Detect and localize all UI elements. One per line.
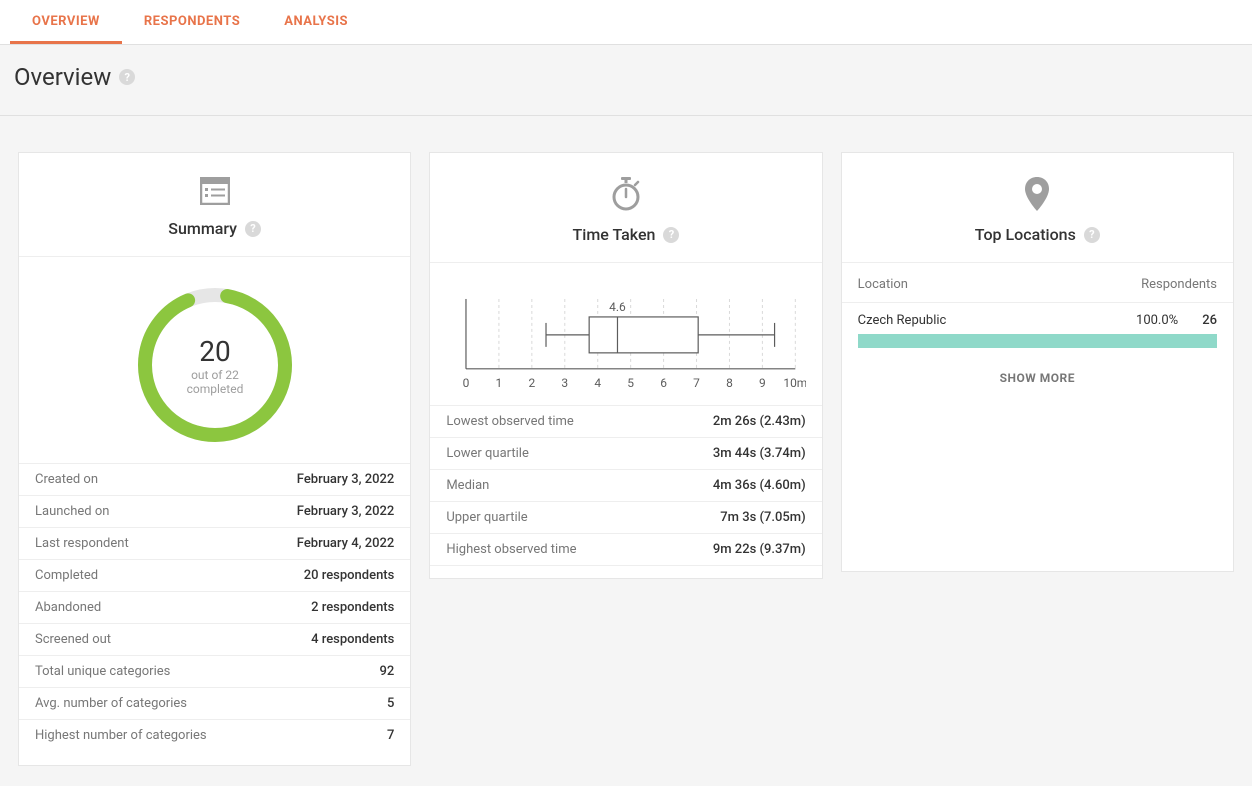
time-row: Upper quartile 7m 3s (7.05m)	[430, 502, 821, 534]
location-name: Czech Republic	[858, 313, 947, 328]
summary-row-label: Created on	[35, 472, 98, 487]
locations-header: Top Locations ?	[842, 153, 1233, 263]
page-title-row: Overview ?	[0, 45, 1252, 116]
boxplot-tick-label: 10m	[784, 376, 806, 390]
locations-columns: Location Respondents	[842, 263, 1233, 303]
summary-row-value: 5	[387, 696, 394, 711]
boxplot-wrap: 0 1 2 3 4 5 6 7 8 9 10m 4.6	[430, 263, 821, 405]
location-bar	[858, 334, 1217, 348]
summary-row: Last respondent February 4, 2022	[19, 528, 410, 560]
summary-row: Total unique categories 92	[19, 656, 410, 688]
boxplot-tick-label: 6	[661, 376, 668, 390]
summary-row-label: Screened out	[35, 632, 111, 647]
summary-card-header: Summary ?	[19, 153, 410, 257]
tab-analysis[interactable]: ANALYSIS	[262, 0, 370, 44]
time-row: Lowest observed time 2m 26s (2.43m)	[430, 405, 821, 438]
time-row-value: 2m 26s (2.43m)	[713, 414, 806, 429]
boxplot-median-label: 4.6	[610, 300, 627, 314]
stopwatch-icon	[611, 177, 641, 215]
summary-row-value: February 3, 2022	[297, 504, 395, 519]
donut-number: 20	[199, 335, 230, 368]
summary-row-label: Last respondent	[35, 536, 129, 551]
time-row-label: Lowest observed time	[446, 414, 573, 429]
summary-row-label: Highest number of categories	[35, 728, 207, 743]
summary-row-label: Abandoned	[35, 600, 101, 615]
boxplot-tick-label: 0	[463, 376, 470, 390]
col-location: Location	[858, 277, 908, 292]
tab-overview[interactable]: OVERVIEW	[10, 0, 122, 44]
summary-row-value: 20 respondents	[304, 568, 395, 583]
pin-icon	[1025, 177, 1049, 215]
summary-row-value: February 4, 2022	[297, 536, 395, 551]
time-row-value: 7m 3s (7.05m)	[720, 510, 805, 525]
boxplot-tick-label: 4	[595, 376, 602, 390]
time-row-label: Median	[446, 478, 489, 493]
time-taken-title: Time Taken	[573, 225, 656, 244]
locations-card: Top Locations ? Location Respondents Cze…	[841, 152, 1234, 572]
location-row: Czech Republic 100.0% 26	[842, 303, 1233, 348]
tab-respondents[interactable]: RESPONDENTS	[122, 0, 262, 44]
summary-row: Created on February 3, 2022	[19, 464, 410, 496]
time-row-label: Highest observed time	[446, 542, 576, 557]
time-row: Lower quartile 3m 44s (3.74m)	[430, 438, 821, 470]
location-percent: 100.0%	[1136, 313, 1178, 328]
summary-card: Summary ? 20out of 22completed Created o…	[18, 152, 411, 766]
locations-rows: Czech Republic 100.0% 26	[842, 303, 1233, 348]
boxplot-tick-label: 3	[562, 376, 569, 390]
help-icon[interactable]: ?	[1084, 227, 1100, 243]
cards-row: Summary ? 20out of 22completed Created o…	[0, 116, 1252, 786]
time-rows: Lowest observed time 2m 26s (2.43m) Lower …	[430, 405, 821, 578]
donut-chart: 20out of 22completed	[135, 285, 295, 445]
boxplot-tick-label: 7	[693, 376, 700, 390]
summary-row-value: 2 respondents	[311, 600, 394, 615]
time-row: Highest observed time 9m 22s (9.37m)	[430, 534, 821, 566]
summary-row: Launched on February 3, 2022	[19, 496, 410, 528]
summary-title: Summary	[168, 219, 237, 238]
boxplot-tick-label: 1	[496, 376, 503, 390]
tabs-bar: OVERVIEW RESPONDENTS ANALYSIS	[0, 0, 1252, 45]
summary-row-label: Completed	[35, 568, 98, 583]
summary-row: Completed 20 respondents	[19, 560, 410, 592]
locations-title: Top Locations	[975, 225, 1076, 244]
time-taken-header: Time Taken ?	[430, 153, 821, 263]
summary-row-value: February 3, 2022	[297, 472, 395, 487]
col-respondents: Respondents	[1141, 277, 1217, 292]
summary-row: Screened out 4 respondents	[19, 624, 410, 656]
summary-row-label: Launched on	[35, 504, 109, 519]
show-more-button[interactable]: SHOW MORE	[1000, 371, 1075, 385]
summary-row-label: Total unique categories	[35, 664, 170, 679]
help-icon[interactable]: ?	[119, 69, 135, 85]
time-row-value: 3m 44s (3.74m)	[713, 446, 806, 461]
summary-row: Avg. number of categories 5	[19, 688, 410, 720]
summary-row: Highest number of categories 7	[19, 720, 410, 751]
boxplot-chart: 0 1 2 3 4 5 6 7 8 9 10m 4.6	[446, 281, 805, 401]
time-row-label: Lower quartile	[446, 446, 529, 461]
time-row-value: 9m 22s (9.37m)	[713, 542, 806, 557]
summary-rows: Created on February 3, 2022 Launched on Feb…	[19, 463, 410, 765]
list-icon	[200, 177, 230, 209]
boxplot-tick-label: 5	[628, 376, 635, 390]
boxplot-tick-label: 8	[726, 376, 733, 390]
donut-sub1: out of 22	[191, 368, 239, 382]
summary-row: Abandoned 2 respondents	[19, 592, 410, 624]
show-more-wrap: SHOW MORE	[842, 348, 1233, 410]
time-row: Median 4m 36s (4.60m)	[430, 470, 821, 502]
summary-row-label: Avg. number of categories	[35, 696, 187, 711]
summary-donut: 20out of 22completed	[19, 257, 410, 463]
page-title: Overview	[14, 63, 111, 91]
summary-row-value: 7	[387, 728, 394, 743]
boxplot-tick-label: 9	[759, 376, 766, 390]
time-row-value: 4m 36s (4.60m)	[713, 478, 806, 493]
donut-sub2: completed	[186, 382, 243, 396]
summary-row-value: 4 respondents	[311, 632, 394, 647]
time-taken-card: Time Taken ? 0 1 2 3 4 5 6 7 8 9 10m 4.6 Lowest obs…	[429, 152, 822, 579]
summary-row-value: 92	[380, 664, 395, 679]
help-icon[interactable]: ?	[245, 221, 261, 237]
boxplot-tick-label: 2	[529, 376, 536, 390]
help-icon[interactable]: ?	[663, 227, 679, 243]
location-count: 26	[1202, 313, 1217, 328]
time-row-label: Upper quartile	[446, 510, 527, 525]
